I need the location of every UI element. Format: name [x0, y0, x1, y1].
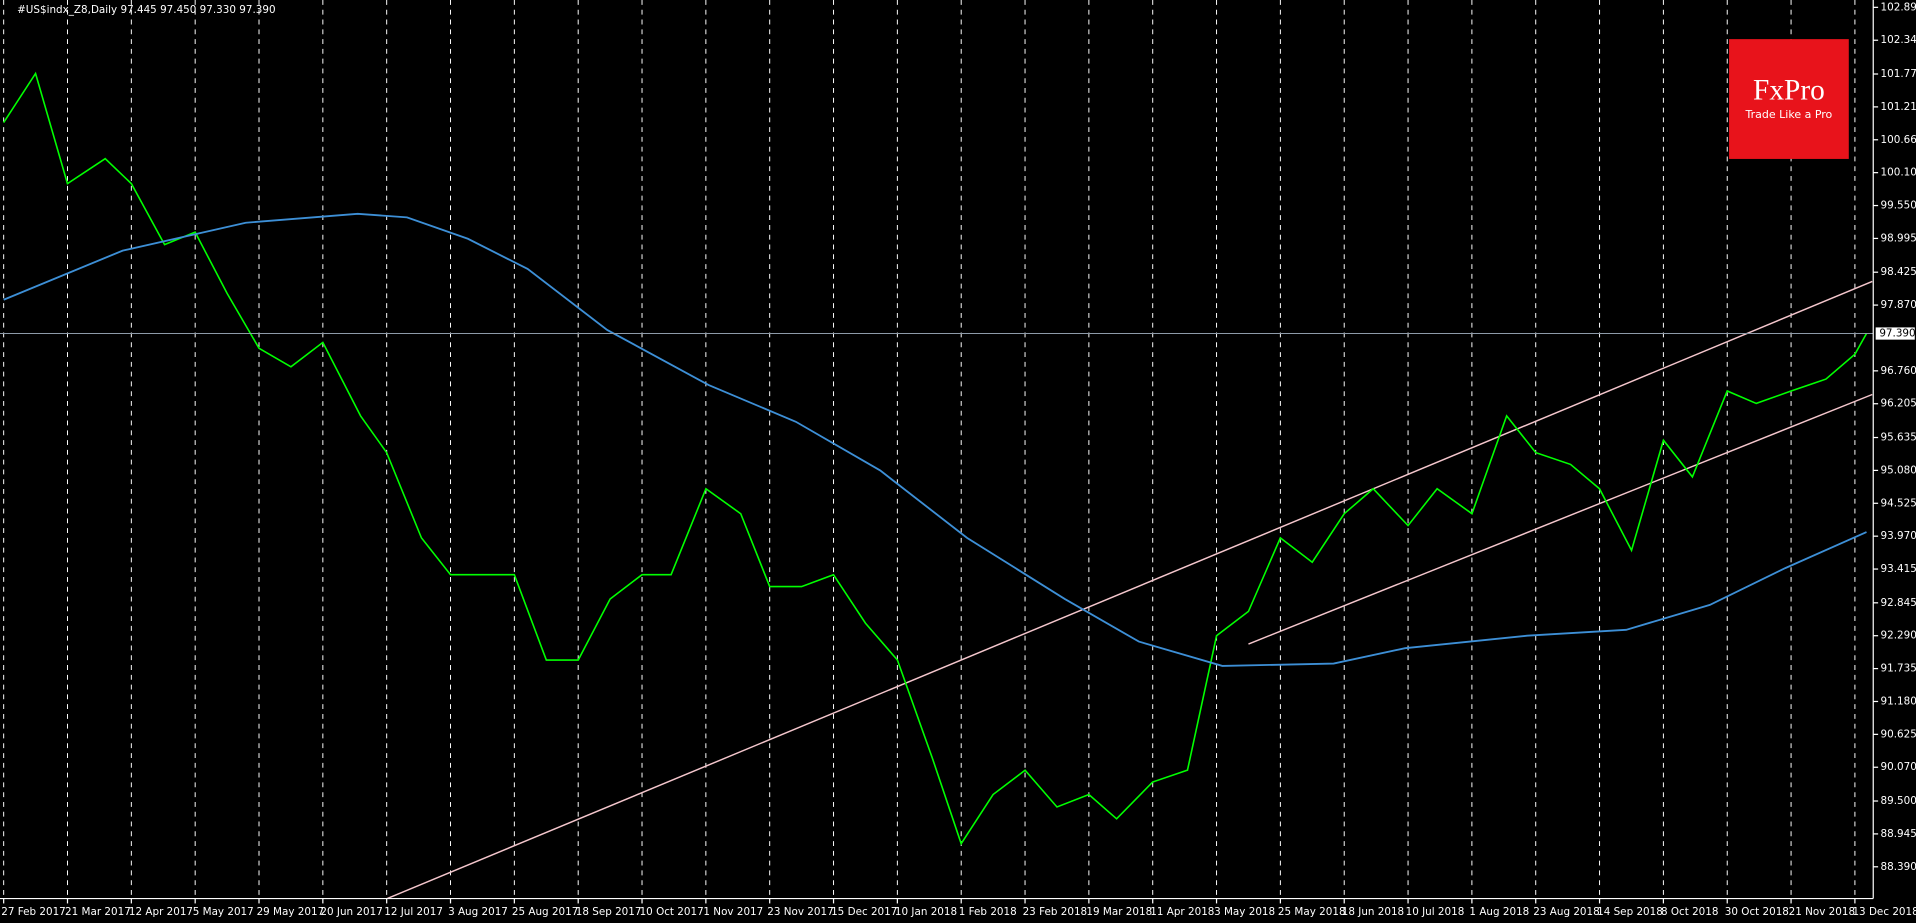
- x-tick-label: 30 Oct 2018: [1725, 906, 1789, 918]
- x-tick-label: 5 May 2017: [193, 906, 254, 918]
- x-tick-label: 1 Feb 2018: [959, 906, 1017, 918]
- x-tick-label: 20 Jun 2017: [320, 906, 382, 918]
- x-tick-label: 13 Dec 2018: [1852, 906, 1916, 918]
- x-tick-label: 8 Oct 2018: [1661, 906, 1719, 918]
- plot-area: [0, 71, 1874, 899]
- logo-box: [1729, 39, 1849, 159]
- x-tick-label: 1 Nov 2017: [703, 906, 763, 918]
- x-tick-label: 10 Jan 2018: [895, 906, 957, 918]
- x-tick-label: 23 Feb 2018: [1023, 906, 1088, 918]
- trend-line: [1248, 393, 1873, 645]
- grid: [3, 0, 1856, 899]
- y-tick-label: 90.070: [1881, 761, 1916, 773]
- x-tick-label: 15 Dec 2017: [831, 906, 897, 918]
- y-tick-label: 102.34: [1881, 34, 1916, 46]
- current-price-box: [1875, 327, 1915, 340]
- x-tick-label: 3 May 2018: [1214, 906, 1275, 918]
- y-tick-label: 88.945: [1881, 828, 1916, 840]
- x-tick-label: 12 Jul 2017: [384, 906, 443, 918]
- y-tick-label: 92.290: [1881, 630, 1916, 642]
- x-tick-label: 10 Oct 2017: [640, 906, 704, 918]
- y-tick-label: 98.425: [1881, 266, 1916, 278]
- y-tick-label: 92.845: [1881, 597, 1916, 609]
- x-tick-label: 25 Aug 2017: [512, 906, 578, 918]
- y-tick-label: 95.080: [1881, 464, 1916, 476]
- y-tick-label: 100.660: [1881, 134, 1916, 146]
- x-tick-label: 21 Nov 2018: [1789, 906, 1855, 918]
- y-tick-label: 96.205: [1881, 398, 1916, 410]
- x-tick-label: 27 Feb 2017: [1, 906, 66, 918]
- x-tick-label: 11 Apr 2018: [1150, 906, 1214, 918]
- chart-title: #US$indx_Z8,Daily 97.445 97.450 97.330 9…: [17, 4, 275, 16]
- y-tick-label: 97.870: [1881, 299, 1916, 311]
- y-tick-label: 93.415: [1881, 563, 1916, 575]
- current-price-label: 97.390: [1879, 328, 1915, 340]
- x-tick-label: 19 Mar 2018: [1086, 906, 1152, 918]
- y-tick-label: 96.760: [1881, 365, 1916, 377]
- y-tick-label: 99.550: [1881, 200, 1916, 212]
- x-tick-label: 12 Apr 2017: [129, 906, 193, 918]
- y-tick-label: 93.970: [1881, 530, 1916, 542]
- logo-brand: FxPro: [1753, 75, 1825, 107]
- y-tick-label: 101.770: [1881, 68, 1916, 80]
- y-tick-label: 91.735: [1881, 663, 1916, 675]
- y-tick-label: 90.625: [1881, 728, 1916, 740]
- x-tick-label: 23 Aug 2018: [1533, 906, 1599, 918]
- y-tick-label: 101.215: [1881, 101, 1916, 113]
- x-tick-label: 25 May 2018: [1278, 906, 1346, 918]
- x-tick-label: 3 Aug 2017: [448, 906, 508, 918]
- y-tick-label: 88.390: [1881, 861, 1916, 873]
- logo-tagline: Trade Like a Pro: [1745, 108, 1833, 121]
- x-tick-label: 1 Aug 2018: [1469, 906, 1529, 918]
- x-tick-label: 21 Mar 2017: [65, 906, 131, 918]
- x-tick-label: 10 Jul 2018: [1406, 906, 1465, 918]
- trend-line: [386, 280, 1873, 899]
- y-tick-label: 91.180: [1881, 695, 1916, 707]
- x-tick-label: 18 Sep 2017: [576, 906, 642, 918]
- x-tick-label: 23 Nov 2017: [767, 906, 833, 918]
- y-tick-label: 89.500: [1881, 795, 1916, 807]
- x-tick-label: 29 May 2017: [257, 906, 325, 918]
- moving-average: [3, 212, 1867, 667]
- price-line: [2, 71, 1868, 846]
- x-tick-label: 18 Jun 2018: [1342, 906, 1404, 918]
- y-tick-label: 100.105: [1881, 167, 1916, 179]
- y-tick-label: 95.635: [1881, 432, 1916, 444]
- y-tick-label: 98.995: [1881, 232, 1916, 244]
- y-tick-label: 102.895: [1881, 1, 1916, 13]
- x-tick-label: 14 Sep 2018: [1597, 906, 1663, 918]
- y-tick-label: 94.525: [1881, 497, 1916, 509]
